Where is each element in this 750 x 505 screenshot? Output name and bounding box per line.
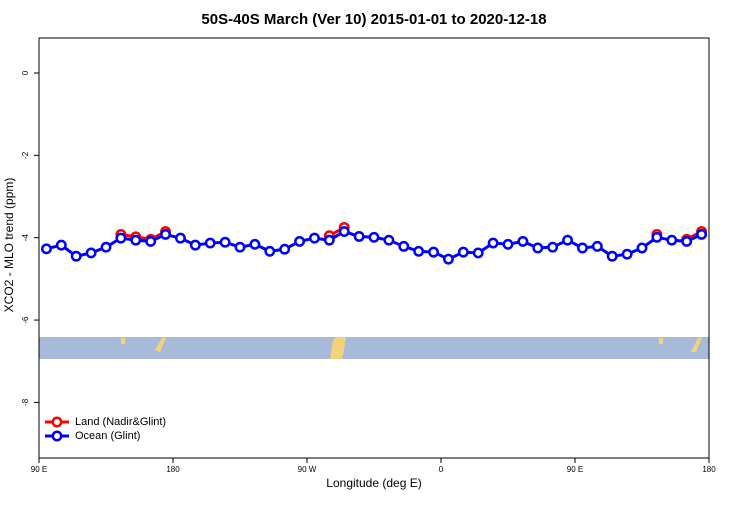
x-tick-label: 180 [702, 465, 716, 474]
data-point [204, 237, 216, 249]
y-tick-label: 0 [21, 70, 30, 75]
legend-label: Ocean (Glint) [75, 430, 140, 442]
data-point [368, 231, 380, 243]
data-point [457, 246, 469, 258]
data-point [681, 235, 693, 247]
data-point [189, 239, 201, 251]
data-point [249, 238, 261, 250]
data-point [174, 232, 186, 244]
data-point [576, 242, 588, 254]
data-point [696, 228, 708, 240]
series-line [120, 230, 167, 241]
land-patch [121, 338, 125, 344]
x-tick-label: 90 E [31, 465, 47, 474]
legend-label: Land (Nadir&Glint) [75, 416, 166, 428]
y-axis-label: XCO2 - MLO trend (ppm) [2, 178, 16, 313]
y-tick-label: -6 [21, 316, 30, 324]
data-point [517, 235, 529, 247]
data-point [338, 226, 350, 237]
plot-frame [38, 37, 710, 459]
data-point [636, 242, 648, 254]
data-point [40, 243, 52, 255]
data-point [442, 253, 454, 265]
data-point [323, 234, 335, 246]
x-tick-label: 90 E [567, 465, 583, 474]
data-point [279, 243, 291, 255]
data-point [234, 241, 246, 253]
chart-title: 50S-40S March (Ver 10) 2015-01-01 to 202… [201, 11, 546, 28]
data-point [428, 246, 440, 258]
data-point [100, 241, 112, 253]
data-point [532, 242, 544, 254]
data-point [591, 240, 603, 252]
x-tick-label: 90 W [298, 465, 317, 474]
data-point [145, 235, 157, 247]
data-point [264, 245, 276, 257]
data-point [294, 235, 306, 247]
y-tick-label: -8 [21, 398, 30, 406]
data-point [666, 234, 678, 246]
data-point [308, 232, 320, 244]
land-patch [155, 338, 166, 352]
x-axis-label: Longitude (deg E) [326, 476, 421, 490]
land-patch [691, 338, 702, 352]
y-tick-label: -2 [21, 151, 30, 159]
data-point [502, 238, 514, 250]
data-point [383, 234, 395, 246]
data-point [487, 237, 499, 249]
data-point [621, 248, 633, 260]
data-point [160, 228, 172, 240]
data-point [70, 250, 82, 262]
data-point [219, 236, 231, 248]
ocean-band [39, 337, 709, 359]
legend-marker [51, 416, 63, 428]
data-point [472, 247, 484, 259]
data-point [55, 239, 67, 251]
legend-marker [51, 430, 63, 442]
data-point [353, 231, 365, 242]
data-point [606, 250, 618, 262]
data-point [413, 245, 425, 257]
data-point [547, 241, 559, 253]
data-point [398, 240, 410, 252]
data-point [115, 232, 127, 244]
land-mask [39, 337, 709, 359]
x-tick-label: 180 [166, 465, 180, 474]
land-patch [330, 337, 346, 359]
data-point [562, 234, 574, 246]
data-point [85, 247, 97, 259]
data-point [130, 234, 142, 246]
x-tick-label: 0 [439, 465, 444, 474]
y-tick-label: -4 [21, 234, 30, 242]
data-point [651, 231, 663, 243]
legend: Land (Nadir&Glint) Ocean (Glint) [45, 416, 166, 442]
land-patch [659, 338, 663, 344]
